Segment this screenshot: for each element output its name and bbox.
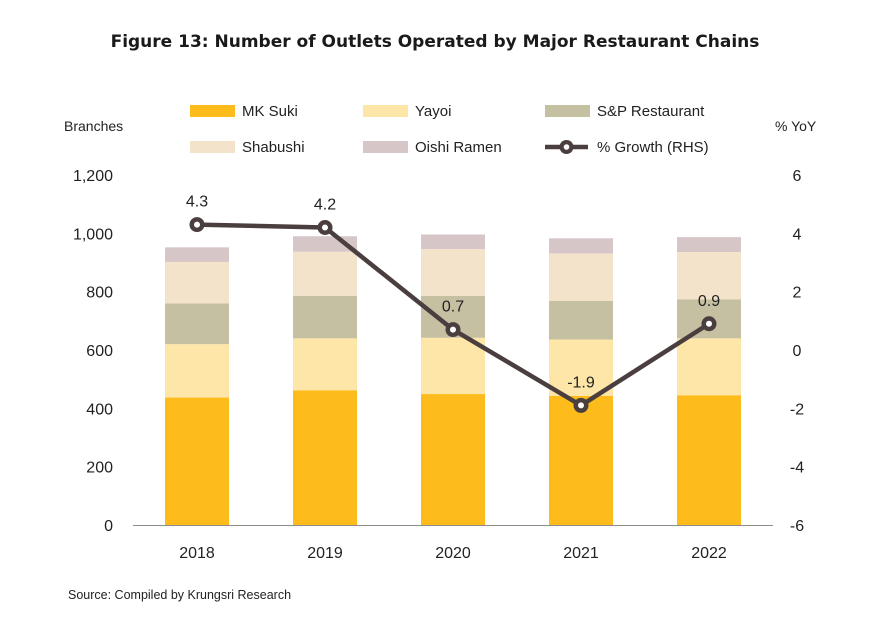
- y-tick-label: 0: [104, 518, 113, 535]
- x-tick-label: 2018: [179, 545, 215, 562]
- y2-tick-label: -6: [790, 518, 804, 535]
- growth-data-label: 0.7: [442, 299, 464, 316]
- legend-swatch: [363, 141, 408, 153]
- growth-point-center: [450, 326, 456, 333]
- bar-s-p-restaurant-2018: [165, 303, 229, 345]
- legend-swatch: [363, 105, 408, 117]
- y2-axis-title: % YoY: [775, 118, 817, 134]
- legend-item-shabushi: Shabushi: [190, 139, 305, 156]
- legend-item-s-p-restaurant: S&P Restaurant: [545, 103, 705, 120]
- legend-label: % Growth (RHS): [597, 139, 709, 156]
- y-axis-title: Branches: [64, 118, 123, 134]
- y-tick-label: 800: [86, 285, 113, 302]
- legend-swatch: [545, 105, 590, 117]
- bar-yayoi-2018: [165, 344, 229, 398]
- bar-oishi-ramen-2020: [421, 234, 485, 250]
- legend-marker-center: [563, 144, 570, 150]
- bar-oishi-ramen-2018: [165, 247, 229, 262]
- y2-tick-label: 6: [793, 168, 802, 185]
- growth-data-label: 4.2: [314, 197, 336, 214]
- y2-tick-label: 2: [793, 285, 802, 302]
- legend-label: S&P Restaurant: [597, 103, 705, 120]
- x-tick-label: 2020: [435, 545, 471, 562]
- growth-data-label: 4.3: [186, 194, 208, 211]
- legend-label: Oishi Ramen: [415, 139, 502, 156]
- legend-swatch: [190, 105, 235, 117]
- y-tick-label: 600: [86, 343, 113, 360]
- legend-item-growth: % Growth (RHS): [545, 139, 709, 156]
- legend-item-yayoi: Yayoi: [363, 103, 451, 120]
- bar-oishi-ramen-2021: [549, 238, 613, 254]
- bar-yayoi-2020: [421, 337, 485, 395]
- bar-shabushi-2022: [677, 252, 741, 300]
- bar-mk-suki-2019: [293, 390, 357, 525]
- legend-label: Yayoi: [415, 103, 451, 120]
- y-tick-label: 400: [86, 401, 113, 418]
- y2-tick-label: 0: [793, 343, 802, 360]
- y-tick-label: 1,200: [73, 168, 113, 185]
- y-tick-label: 200: [86, 460, 113, 477]
- y2-tick-label: -4: [790, 460, 804, 477]
- bar-mk-suki-2022: [677, 395, 741, 525]
- bar-yayoi-2019: [293, 338, 357, 391]
- x-tick-label: 2019: [307, 545, 343, 562]
- bar-yayoi-2021: [549, 339, 613, 396]
- y2-tick-label: -2: [790, 401, 804, 418]
- y-tick-label: 1,000: [73, 226, 113, 243]
- legend-label: MK Suki: [242, 103, 298, 120]
- bar-oishi-ramen-2022: [677, 237, 741, 252]
- x-tick-label: 2022: [691, 545, 727, 562]
- bar-shabushi-2018: [165, 261, 229, 304]
- bar-mk-suki-2018: [165, 397, 229, 525]
- legend-swatch: [190, 141, 235, 153]
- legend-label: Shabushi: [242, 139, 305, 156]
- y2-tick-label: 4: [793, 226, 802, 243]
- growth-point-center: [194, 221, 200, 228]
- bar-shabushi-2020: [421, 249, 485, 296]
- growth-point-center: [322, 224, 328, 231]
- bar-s-p-restaurant-2019: [293, 295, 357, 339]
- growth-point-center: [578, 402, 584, 409]
- bar-yayoi-2022: [677, 338, 741, 396]
- growth-data-label: -1.9: [567, 374, 595, 391]
- bar-mk-suki-2020: [421, 394, 485, 525]
- bar-shabushi-2019: [293, 251, 357, 296]
- growth-data-label: 0.9: [698, 293, 720, 310]
- bars-layer: [165, 234, 741, 525]
- bar-shabushi-2021: [549, 253, 613, 301]
- x-tick-label: 2021: [563, 545, 599, 562]
- bar-s-p-restaurant-2021: [549, 301, 613, 340]
- legend: MK Suki Yayoi S&P Restaurant Shabushi Oishi …: [190, 103, 709, 156]
- legend-item-oishi-ramen: Oishi Ramen: [363, 139, 502, 156]
- bar-mk-suki-2021: [549, 395, 613, 525]
- growth-line-layer: 4.3 4.2 0.7 -1.9 0.9: [186, 194, 720, 413]
- chart-title: Figure 13: Number of Outlets Operated by…: [110, 32, 760, 52]
- axes-layer: 2018 2019 2020 2021 2022 0 200 400 600 800 1,000 1,…: [64, 118, 817, 562]
- growth-point-center: [706, 320, 712, 327]
- source-note: Source: Compiled by Krungsri Research: [68, 588, 292, 602]
- legend-item-mk-suki: MK Suki: [190, 103, 298, 120]
